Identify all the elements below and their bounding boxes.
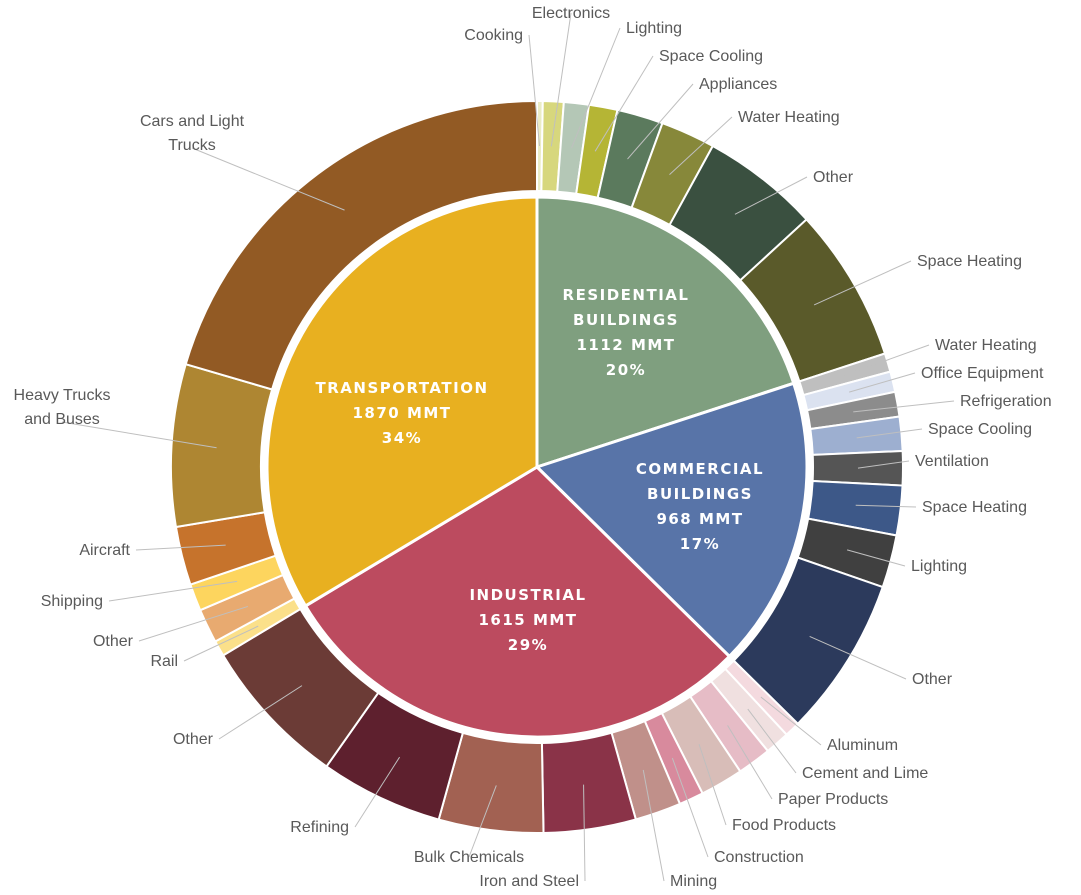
- leader-line: [218, 685, 303, 740]
- inner-ring: [265, 195, 809, 739]
- outer-label-cooking: Cooking: [464, 27, 523, 44]
- outer-label-other: Other: [813, 169, 854, 186]
- outer-label-refrigeration: Refrigeration: [960, 393, 1052, 410]
- inner-labels: RESIDENTIAL BUILDINGS 1112 MMT 20% COMMERCIA…: [316, 286, 764, 654]
- leader-line: [627, 83, 694, 160]
- outer-label-shipping: Shipping: [41, 593, 103, 610]
- leader-line: [855, 504, 917, 508]
- leader-line: [108, 580, 238, 602]
- outer-label-cars-and-light-trucks: Cars and Light Trucks: [140, 113, 245, 154]
- inner-slice-industrial: [303, 465, 732, 739]
- leader-line: [727, 725, 773, 800]
- leader-line: [671, 757, 709, 858]
- leader-lines: [61, 12, 955, 882]
- leader-line: [642, 769, 665, 882]
- leader-line: [857, 460, 910, 469]
- outer-label-refining: Refining: [290, 819, 349, 836]
- outer-label-iron-and-steel: Iron and Steel: [479, 873, 579, 890]
- inner-slice-transportation: [265, 195, 539, 608]
- leader-line: [853, 400, 955, 413]
- leader-line: [583, 784, 586, 882]
- outer-label-heavy-trucks-and-buses: Heavy Trucks and Buses: [14, 387, 111, 428]
- outer-label-other: Other: [912, 671, 953, 688]
- inner-label-transportation: TRANSPORTATION 1870 MMT 34%: [316, 379, 489, 447]
- leader-line: [571, 27, 621, 149]
- leader-line: [550, 12, 572, 147]
- outer-ring: [170, 99, 904, 834]
- outer-label-construction: Construction: [714, 849, 804, 866]
- outer-label-electronics: Electronics: [532, 5, 610, 22]
- leader-line: [760, 696, 822, 746]
- leader-line: [61, 421, 217, 449]
- outer-label-lighting: Lighting: [911, 558, 967, 575]
- leader-line: [468, 785, 497, 858]
- leader-line: [138, 605, 249, 642]
- leader-line: [849, 372, 916, 393]
- inner-label-residential-buildings: RESIDENTIAL BUILDINGS 1112 MMT 20%: [563, 286, 690, 379]
- outer-label-paper-products: Paper Products: [778, 791, 888, 808]
- leader-line: [846, 549, 906, 567]
- leader-line: [669, 116, 733, 175]
- outer-label-rail: Rail: [150, 653, 178, 670]
- outer-slice-ventilation: [811, 449, 904, 487]
- leader-line: [191, 147, 345, 211]
- outer-slice-cars-and-light-trucks: [184, 99, 538, 391]
- inner-slice-commercial-buildings: [534, 381, 809, 659]
- leader-line: [698, 743, 727, 826]
- leader-line: [747, 708, 797, 774]
- outer-label-office-equipment: Office Equipment: [921, 365, 1044, 382]
- outer-label-ventilation: Ventilation: [915, 453, 989, 470]
- outer-label-aircraft: Aircraft: [79, 542, 130, 559]
- outer-label-other: Other: [93, 633, 134, 650]
- leader-line: [183, 625, 259, 662]
- leader-line: [856, 428, 923, 439]
- outer-label-mining: Mining: [670, 873, 717, 890]
- outer-label-space-heating: Space Heating: [917, 253, 1022, 270]
- outer-label-appliances: Appliances: [699, 76, 777, 93]
- outer-label-bulk-chemicals: Bulk Chemicals: [414, 849, 524, 866]
- outer-label-water-heating: Water Heating: [935, 337, 1037, 354]
- leader-line: [354, 756, 401, 828]
- leader-line: [734, 176, 808, 215]
- inner-label-industrial: INDUSTRIAL 1615 MMT 29%: [469, 586, 586, 654]
- leader-line: [594, 55, 654, 152]
- outer-label-cement-and-lime: Cement and Lime: [802, 765, 928, 782]
- outer-label-other: Other: [173, 731, 214, 748]
- outer-labels: Cooking Electronics Lighting Space Cooling A…: [14, 5, 1052, 890]
- leader-line: [809, 635, 907, 680]
- inner-label-commercial-buildings: COMMERCIAL BUILDINGS 968 MMT 17%: [636, 460, 764, 553]
- outer-label-water-heating: Water Heating: [738, 109, 840, 126]
- outer-slice-heavy-trucks-and-buses: [170, 362, 274, 529]
- outer-label-aluminum: Aluminum: [827, 737, 898, 754]
- outer-label-space-cooling: Space Cooling: [928, 421, 1032, 438]
- leader-line: [813, 260, 912, 306]
- leader-line: [528, 34, 541, 147]
- leader-line: [844, 344, 930, 376]
- inner-slice-residential-buildings: [535, 195, 796, 470]
- outer-label-space-cooling: Space Cooling: [659, 48, 763, 65]
- outer-label-space-heating: Space Heating: [922, 499, 1027, 516]
- leader-line: [135, 544, 226, 551]
- outer-label-food-products: Food Products: [732, 817, 836, 834]
- outer-label-lighting: Lighting: [626, 20, 682, 37]
